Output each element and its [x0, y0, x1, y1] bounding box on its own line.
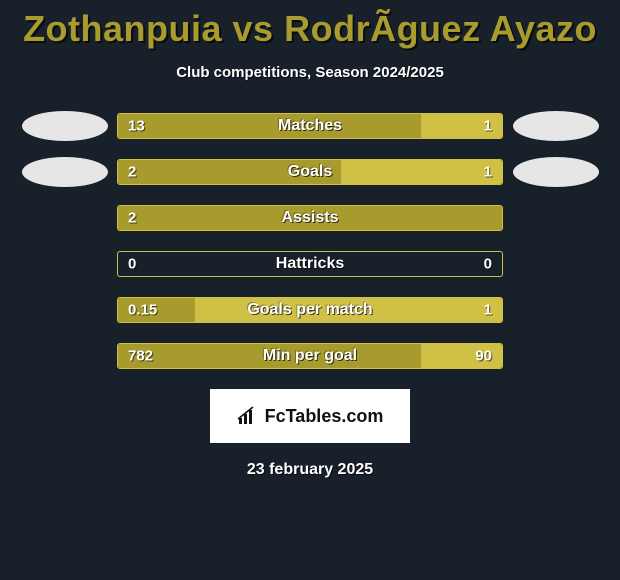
brand-badge[interactable]: FcTables.com [210, 389, 410, 443]
value-left: 2 [128, 210, 136, 227]
comparison-row: 13 1 Matches [12, 113, 608, 139]
metric-label: Assists [282, 209, 339, 227]
metric-bar: 2 Assists [117, 205, 503, 231]
value-left: 0.15 [128, 302, 157, 319]
comparison-row: 2 1 Goals [12, 159, 608, 185]
metric-bar: 13 1 Matches [117, 113, 503, 139]
metric-bar: 2 1 Goals [117, 159, 503, 185]
avatar-right [513, 157, 599, 187]
avatar-left [22, 111, 108, 141]
bar-right-fill [341, 160, 502, 184]
value-right: 1 [484, 164, 492, 181]
avatar-slot-right [503, 111, 608, 141]
bar-chart-icon [237, 406, 259, 426]
metric-label: Matches [278, 117, 342, 135]
metric-label: Goals per match [247, 301, 372, 319]
value-right: 90 [475, 348, 492, 365]
value-right: 1 [484, 302, 492, 319]
metric-bar: 782 90 Min per goal [117, 343, 503, 369]
avatar-left [22, 157, 108, 187]
comparison-row: 0 0 Hattricks [12, 251, 608, 277]
avatar-slot-right [503, 157, 608, 187]
value-right: 1 [484, 118, 492, 135]
value-left: 13 [128, 118, 145, 135]
metric-label: Hattricks [276, 255, 344, 273]
comparison-row: 0.15 1 Goals per match [12, 297, 608, 323]
value-left: 0 [128, 256, 136, 273]
value-left: 782 [128, 348, 153, 365]
page-subtitle: Club competitions, Season 2024/2025 [0, 64, 620, 81]
value-right: 0 [484, 256, 492, 273]
metric-bar: 0.15 1 Goals per match [117, 297, 503, 323]
avatar-right [513, 111, 599, 141]
comparison-row: 2 Assists [12, 205, 608, 231]
bar-left-fill [118, 114, 421, 138]
comparison-chart: 13 1 Matches 2 1 Goals 2 Assists 0 0 Hattricks 0.15… [0, 113, 620, 369]
avatar-slot-left [12, 157, 117, 187]
comparison-row: 782 90 Min per goal [12, 343, 608, 369]
avatar-slot-left [12, 111, 117, 141]
page-title: Zothanpuia vs RodrÃ­guez Ayazo [0, 0, 620, 50]
brand-text: FcTables.com [265, 406, 384, 427]
value-left: 2 [128, 164, 136, 181]
footer-date: 23 february 2025 [0, 461, 620, 479]
metric-label: Min per goal [263, 347, 357, 365]
metric-label: Goals [288, 163, 332, 181]
metric-bar: 0 0 Hattricks [117, 251, 503, 277]
